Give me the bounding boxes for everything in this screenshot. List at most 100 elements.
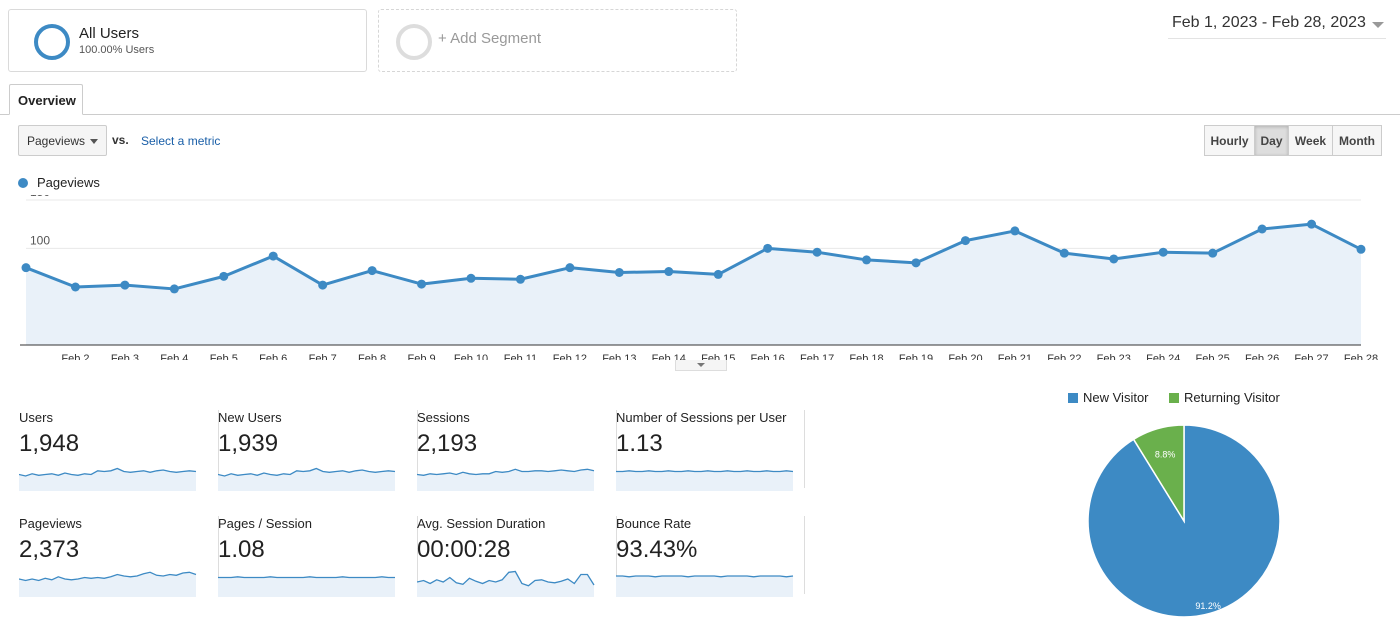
data-point[interactable] <box>911 258 921 268</box>
sparkline-line <box>417 570 595 587</box>
x-tick-label: Feb 24 <box>1146 353 1180 360</box>
metric-card-sessions: Sessions 2,193 <box>417 410 617 491</box>
sparkline-line <box>19 571 197 582</box>
metric-title: Avg. Session Duration <box>417 516 546 531</box>
x-tick-label: Feb 11 <box>504 353 537 360</box>
metric-title: Bounce Rate <box>616 516 692 531</box>
metric-title: Number of Sessions per User <box>616 410 787 425</box>
data-point[interactable] <box>713 269 723 279</box>
time-granularity-group: Hourly Day Week Month <box>1204 125 1382 156</box>
x-tick-label: Feb 27 <box>1294 353 1328 360</box>
metric-card-sessions-per-user: Number of Sessions per User 1.13 <box>616 410 805 491</box>
x-tick-label: Feb 13 <box>602 353 636 360</box>
data-point[interactable] <box>318 280 328 290</box>
x-tick-label: Feb 3 <box>111 353 139 360</box>
data-point[interactable] <box>1356 244 1366 254</box>
data-point[interactable] <box>367 266 377 276</box>
metric-card-pageviews: Pageviews 2,373 <box>19 516 219 597</box>
legend-label: Pageviews <box>37 175 100 190</box>
data-point[interactable] <box>169 284 179 294</box>
data-point[interactable] <box>466 273 476 283</box>
sparkline-line <box>616 470 794 473</box>
x-tick-label: Feb 20 <box>948 353 982 360</box>
sparkline <box>19 467 197 491</box>
metric-title: New Users <box>218 410 282 425</box>
metric-card-new-users: New Users 1,939 <box>218 410 418 491</box>
legend-swatch <box>1169 393 1179 403</box>
segment-all-users[interactable]: All Users 100.00% Users <box>8 9 367 72</box>
metric-card-users: Users 1,948 <box>19 410 219 491</box>
data-point[interactable] <box>960 236 970 246</box>
metric-card-avg-session-duration: Avg. Session Duration 00:00:28 <box>417 516 617 597</box>
legend-label: New Visitor <box>1083 390 1149 405</box>
day-button[interactable]: Day <box>1255 125 1289 156</box>
sparkline <box>218 576 395 597</box>
data-point[interactable] <box>268 251 278 261</box>
collapse-chart-toggle[interactable] <box>675 360 727 371</box>
caret-down-icon <box>1372 22 1384 28</box>
series-area <box>26 224 1361 345</box>
pie-slice-label: 91.2% <box>1195 601 1221 611</box>
x-tick-label: Feb 22 <box>1047 353 1081 360</box>
select-metric-link[interactable]: Select a metric <box>141 134 221 148</box>
x-tick-label: Feb 8 <box>358 353 386 360</box>
metric-value: 1.08 <box>218 536 265 563</box>
x-tick-label: Feb 4 <box>160 353 188 360</box>
data-point[interactable] <box>1158 247 1168 257</box>
legend-swatch <box>1068 393 1078 403</box>
data-point[interactable] <box>1059 248 1069 258</box>
pie-slice[interactable] <box>1132 424 1185 524</box>
data-point[interactable] <box>812 247 822 257</box>
visitor-pie-chart: 91.2% 8.8% <box>1087 424 1281 618</box>
data-point[interactable] <box>417 279 427 289</box>
date-range-picker[interactable]: Feb 1, 2023 - Feb 28, 2023 <box>1168 12 1386 39</box>
tab-bar-divider <box>0 114 1400 115</box>
data-point[interactable] <box>763 243 773 253</box>
data-point[interactable] <box>70 282 80 292</box>
metric-title: Users <box>19 410 53 425</box>
data-point[interactable] <box>664 267 674 277</box>
month-button[interactable]: Month <box>1333 125 1382 156</box>
data-point[interactable] <box>1208 248 1218 258</box>
data-point[interactable] <box>1257 224 1267 234</box>
data-point[interactable] <box>219 271 229 281</box>
sparkline-area <box>218 576 395 597</box>
date-range-text: Feb 1, 2023 - Feb 28, 2023 <box>1172 14 1366 31</box>
data-point[interactable] <box>614 268 624 277</box>
metric-value: 93.43% <box>616 536 698 563</box>
sparkline-area <box>616 470 793 491</box>
metric-value: 2,373 <box>19 536 80 563</box>
hourly-button[interactable]: Hourly <box>1204 125 1255 156</box>
data-point[interactable] <box>21 263 31 273</box>
segment-circle-icon <box>34 24 70 60</box>
metric-title: Pageviews <box>19 516 82 531</box>
empty-circle-icon <box>396 24 432 60</box>
x-tick-label: Feb 2 <box>61 353 89 360</box>
sparkline-area <box>616 576 793 597</box>
data-point[interactable] <box>515 274 525 284</box>
metric-title: Sessions <box>417 410 470 425</box>
data-point[interactable] <box>120 280 130 290</box>
data-point[interactable] <box>1109 254 1119 264</box>
metric-value: 1.13 <box>616 430 663 457</box>
week-button[interactable]: Week <box>1289 125 1333 156</box>
data-point[interactable] <box>862 255 872 265</box>
metric-value: 1,939 <box>218 430 279 457</box>
x-tick-label: Feb 9 <box>407 353 435 360</box>
metric-dropdown[interactable]: Pageviews <box>18 125 107 156</box>
add-segment-button[interactable]: + Add Segment <box>378 9 737 72</box>
data-point[interactable] <box>1307 219 1317 229</box>
x-tick-label: Feb 23 <box>1097 353 1131 360</box>
x-tick-label: Feb 5 <box>210 353 238 360</box>
pie-slice-label: 8.8% <box>1155 450 1176 460</box>
segment-subtitle: 100.00% Users <box>79 44 155 56</box>
data-point[interactable] <box>565 263 575 273</box>
y-tick-label: 150 <box>30 195 50 199</box>
sparkline <box>417 570 595 597</box>
sparkline <box>19 571 197 597</box>
sparkline <box>218 467 396 491</box>
data-point[interactable] <box>1010 226 1020 236</box>
tab-overview[interactable]: Overview <box>9 84 83 115</box>
sparkline <box>616 575 794 597</box>
caret-down-icon <box>697 363 705 367</box>
